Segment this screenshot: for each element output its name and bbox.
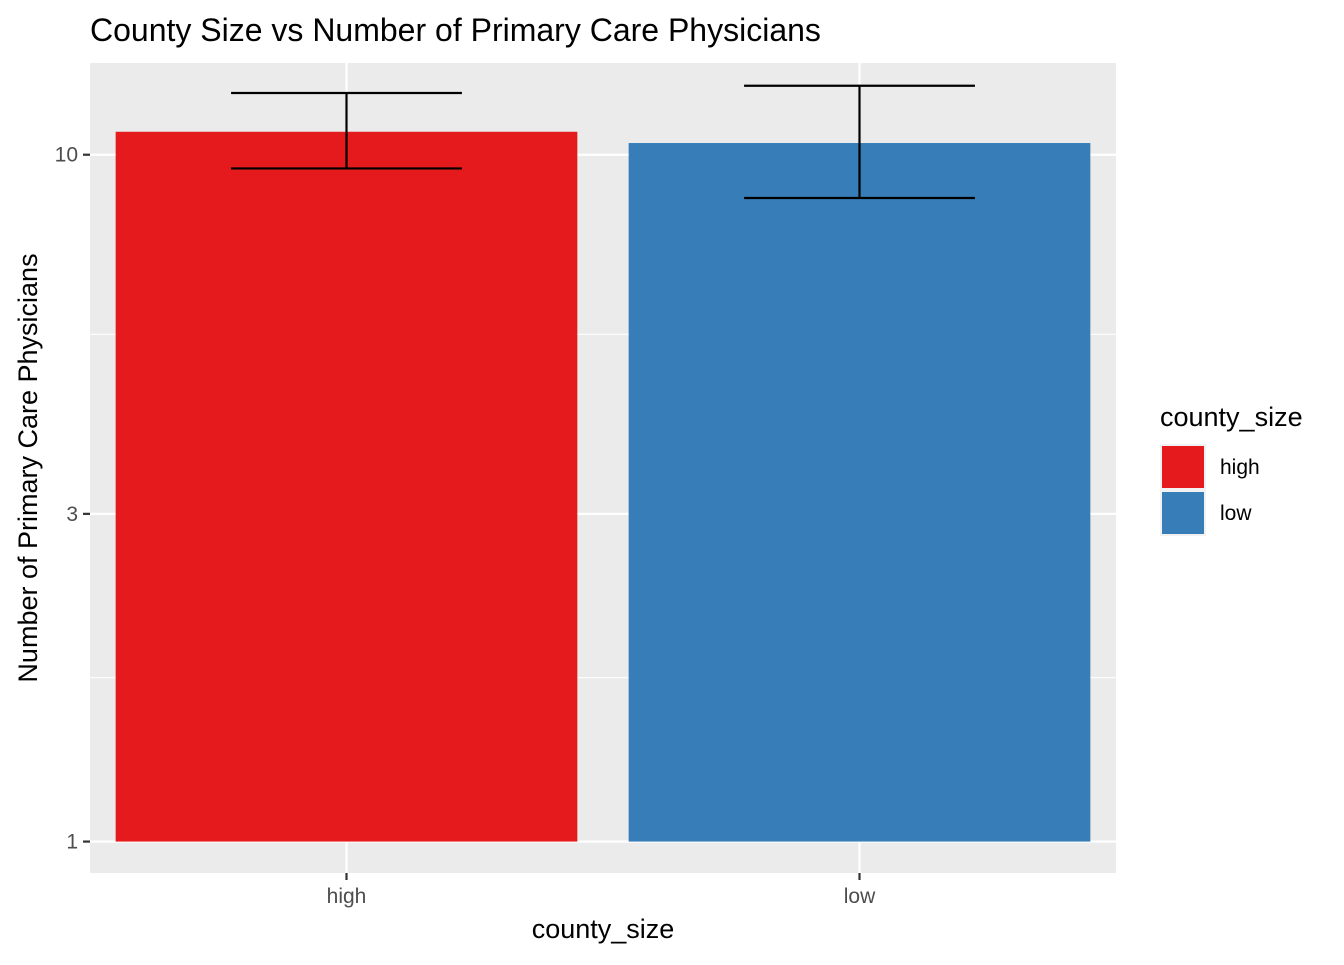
legend-label-low: low (1220, 502, 1252, 525)
x-tick-label: high (327, 885, 367, 908)
bars (115, 131, 1091, 842)
chart-title: County Size vs Number of Primary Care Ph… (90, 12, 821, 48)
legend-key-high (1162, 446, 1204, 488)
error-bar-high (231, 91, 462, 170)
legend: county_size high low (1160, 402, 1303, 536)
x-tick-label: low (844, 885, 876, 908)
error-bars (231, 84, 975, 200)
y-axis: 1 3 10 (55, 144, 90, 854)
y-tick-label: 1 (66, 831, 78, 854)
bar-high (115, 131, 578, 842)
legend-label-high: high (1220, 456, 1260, 479)
x-axis-title: county_size (532, 914, 675, 944)
bar-low (628, 143, 1091, 842)
y-tick-label: 10 (55, 144, 78, 167)
legend-title: county_size (1160, 402, 1303, 432)
error-bar-low (744, 84, 975, 200)
y-tick-label: 3 (66, 503, 78, 526)
x-axis: high low (327, 873, 876, 908)
legend-key-low (1162, 492, 1204, 534)
y-axis-title: Number of Primary Care Physicians (13, 253, 43, 682)
